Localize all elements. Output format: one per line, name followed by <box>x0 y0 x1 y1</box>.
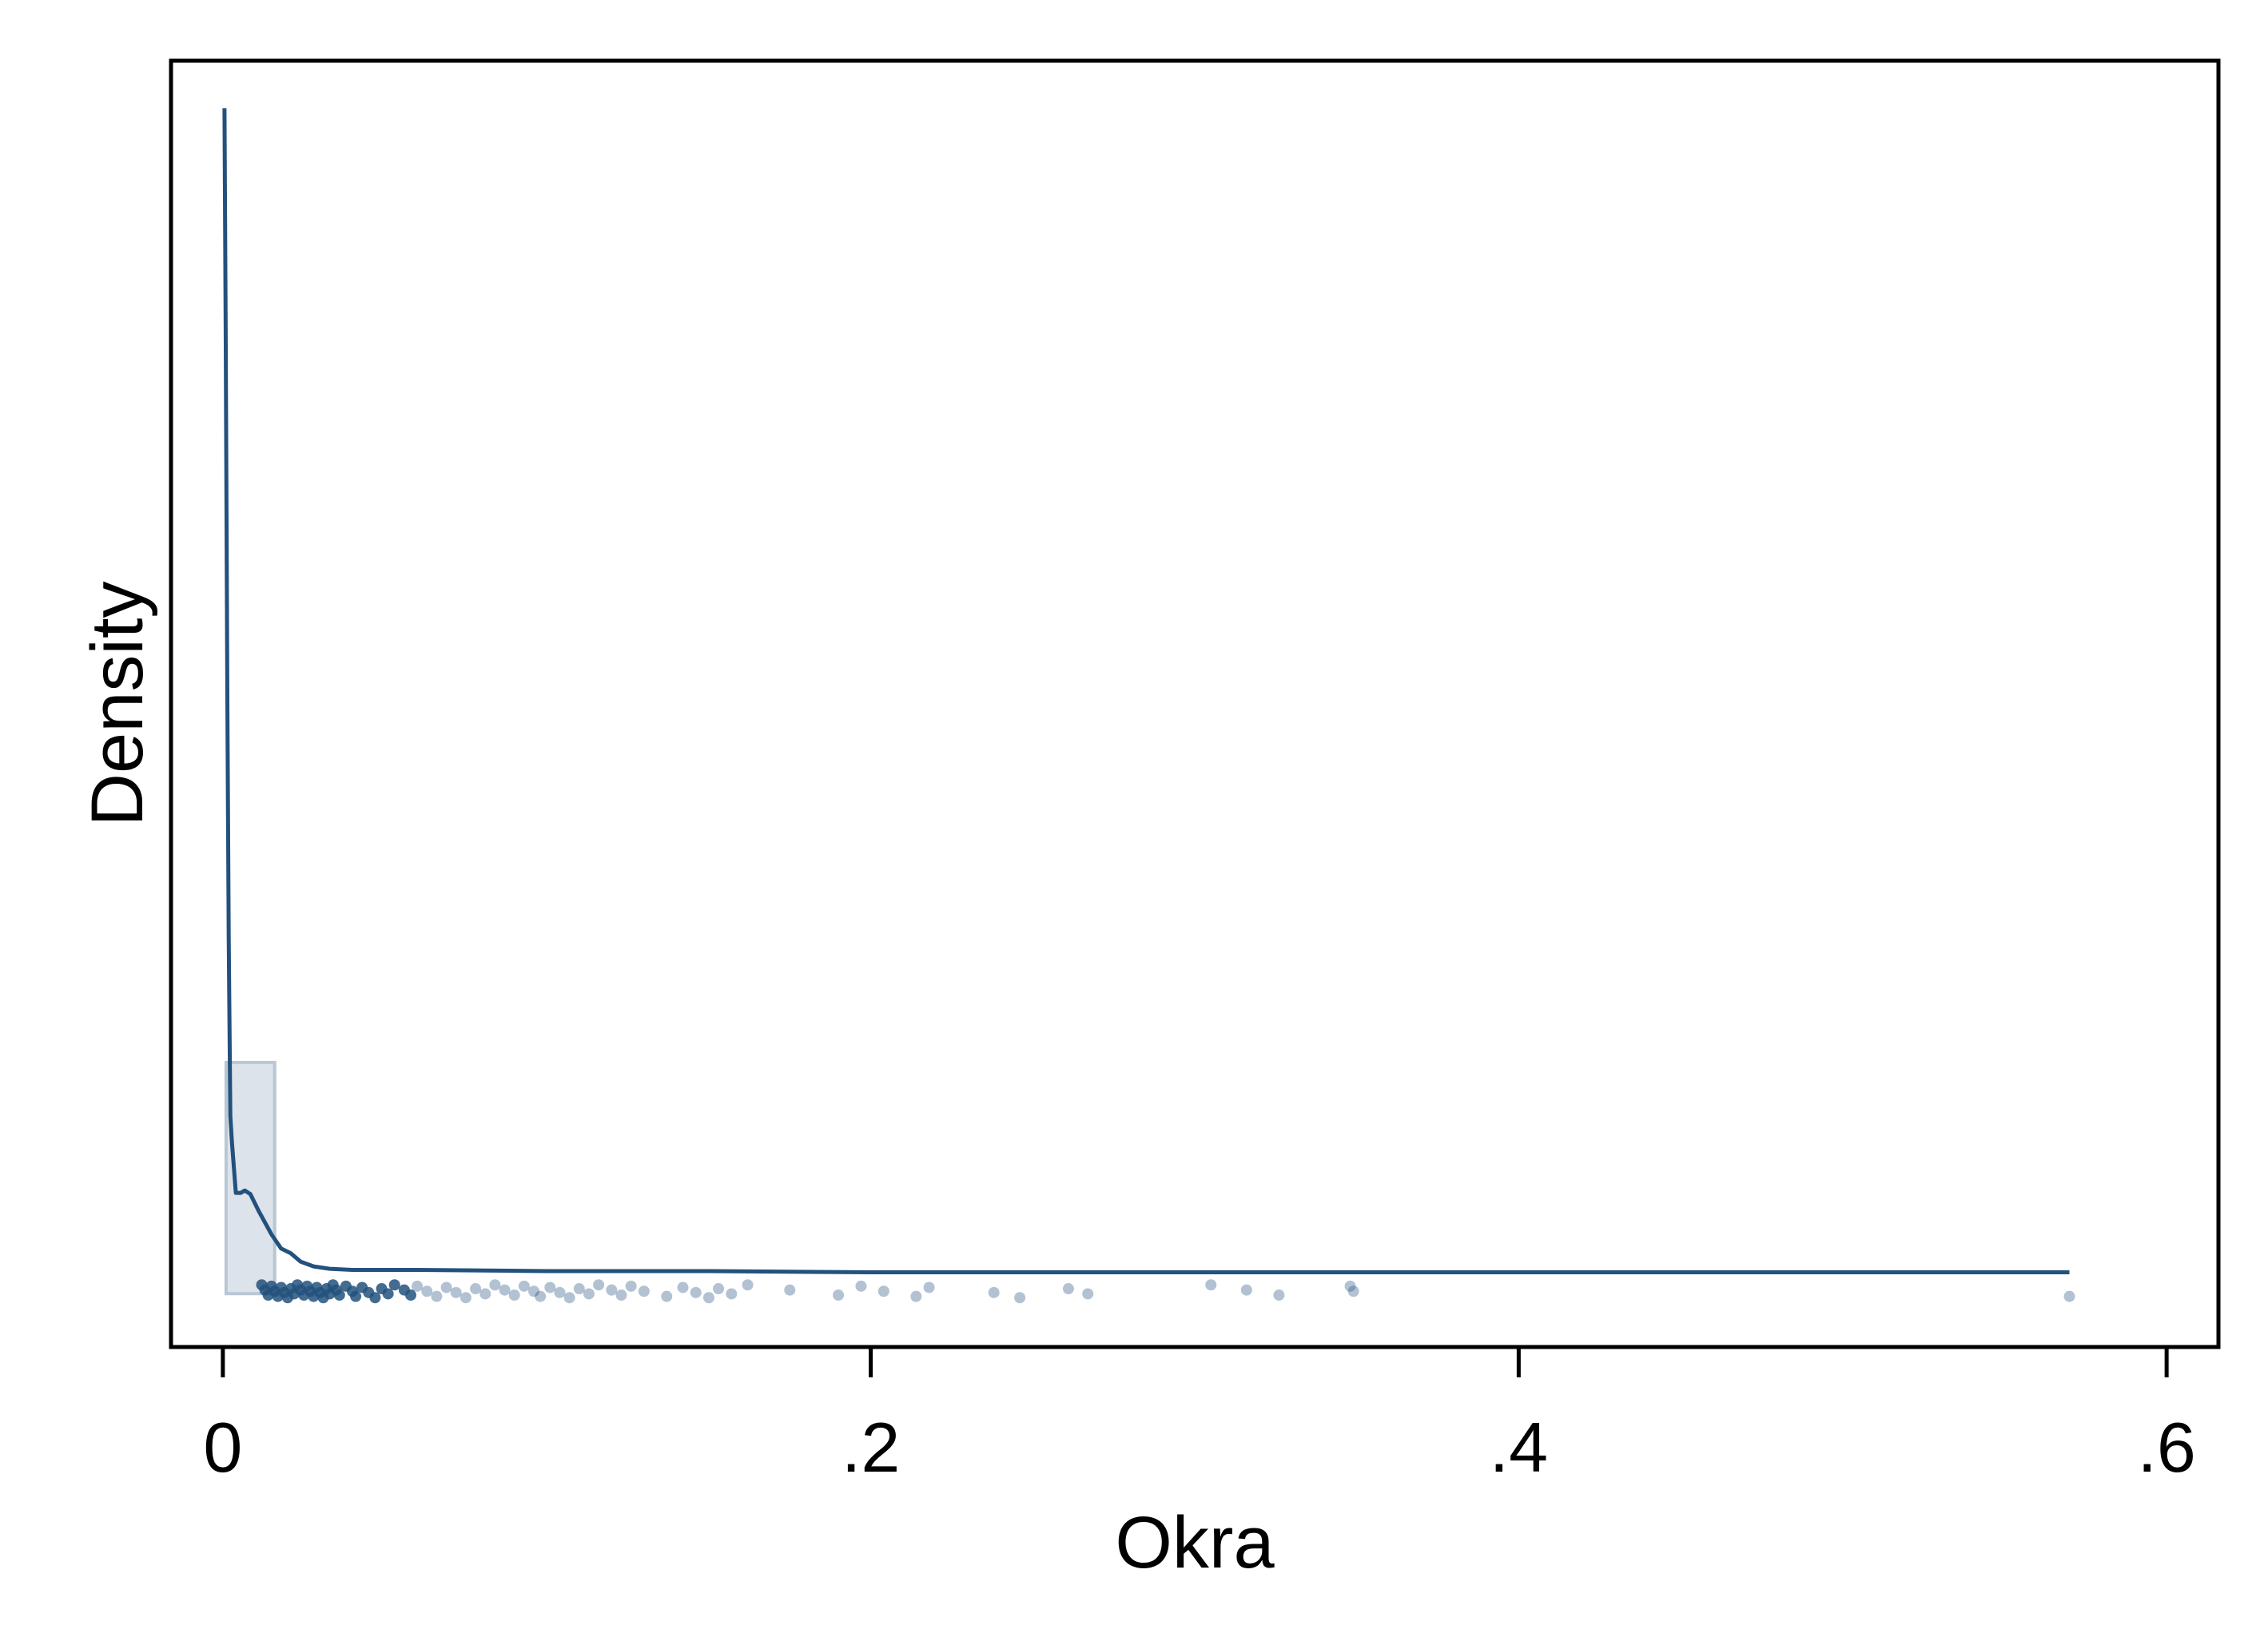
data-point <box>535 1290 547 1302</box>
data-point <box>369 1292 381 1304</box>
y-axis-label: Density <box>77 582 158 827</box>
data-point <box>450 1286 462 1298</box>
data-point <box>350 1290 362 1302</box>
data-point <box>563 1292 575 1304</box>
data-point <box>489 1279 501 1291</box>
data-point <box>833 1289 845 1301</box>
data-point <box>1347 1285 1359 1297</box>
data-point <box>421 1285 433 1297</box>
data-point <box>460 1292 472 1304</box>
x-tick-label: .2 <box>842 1408 900 1487</box>
data-point <box>855 1280 867 1292</box>
data-point <box>677 1281 689 1293</box>
data-point <box>583 1288 595 1300</box>
data-point <box>923 1281 935 1293</box>
data-point <box>499 1284 511 1296</box>
data-point <box>333 1289 345 1301</box>
data-point <box>726 1288 738 1300</box>
data-point <box>593 1279 605 1291</box>
data-point <box>661 1290 673 1302</box>
data-point <box>1205 1279 1217 1291</box>
data-point <box>518 1280 530 1292</box>
data-point <box>1344 1280 1356 1292</box>
data-point <box>388 1279 400 1291</box>
data-point <box>784 1284 796 1296</box>
data-point <box>431 1290 443 1302</box>
data-point <box>615 1289 627 1301</box>
data-point <box>1082 1288 1094 1300</box>
data-point <box>690 1286 702 1298</box>
data-point <box>606 1284 618 1296</box>
data-point <box>554 1286 566 1298</box>
data-point <box>877 1285 889 1297</box>
data-point <box>470 1283 482 1295</box>
data-point <box>1273 1289 1285 1301</box>
x-tick-label: .6 <box>2137 1408 2195 1487</box>
x-tick-label: 0 <box>203 1408 242 1487</box>
data-point <box>412 1280 424 1292</box>
data-point <box>404 1289 416 1301</box>
data-point <box>713 1283 725 1295</box>
data-point <box>573 1283 585 1295</box>
data-point <box>910 1290 922 1302</box>
data-point <box>508 1289 520 1301</box>
data-point <box>702 1292 714 1304</box>
data-point <box>382 1288 394 1300</box>
x-tick-label: .4 <box>1490 1408 1548 1487</box>
data-point <box>625 1280 637 1292</box>
rug-points-layer <box>256 1279 2075 1304</box>
data-point <box>1062 1283 1074 1295</box>
data-point <box>479 1288 491 1300</box>
density-line <box>222 108 2070 1274</box>
data-point <box>742 1279 754 1291</box>
data-point <box>440 1281 452 1293</box>
data-point <box>988 1286 1000 1298</box>
data-point <box>544 1281 556 1293</box>
x-axis-label: Okra <box>1115 1502 1275 1583</box>
plot-frame <box>169 58 2221 1349</box>
data-point <box>1240 1284 1252 1296</box>
x-axis-ticks: 0 .2 .4 .6 <box>203 1347 2196 1487</box>
data-point <box>2063 1290 2075 1302</box>
data-point <box>1014 1292 1026 1304</box>
data-point <box>638 1285 650 1297</box>
data-point <box>528 1285 540 1297</box>
